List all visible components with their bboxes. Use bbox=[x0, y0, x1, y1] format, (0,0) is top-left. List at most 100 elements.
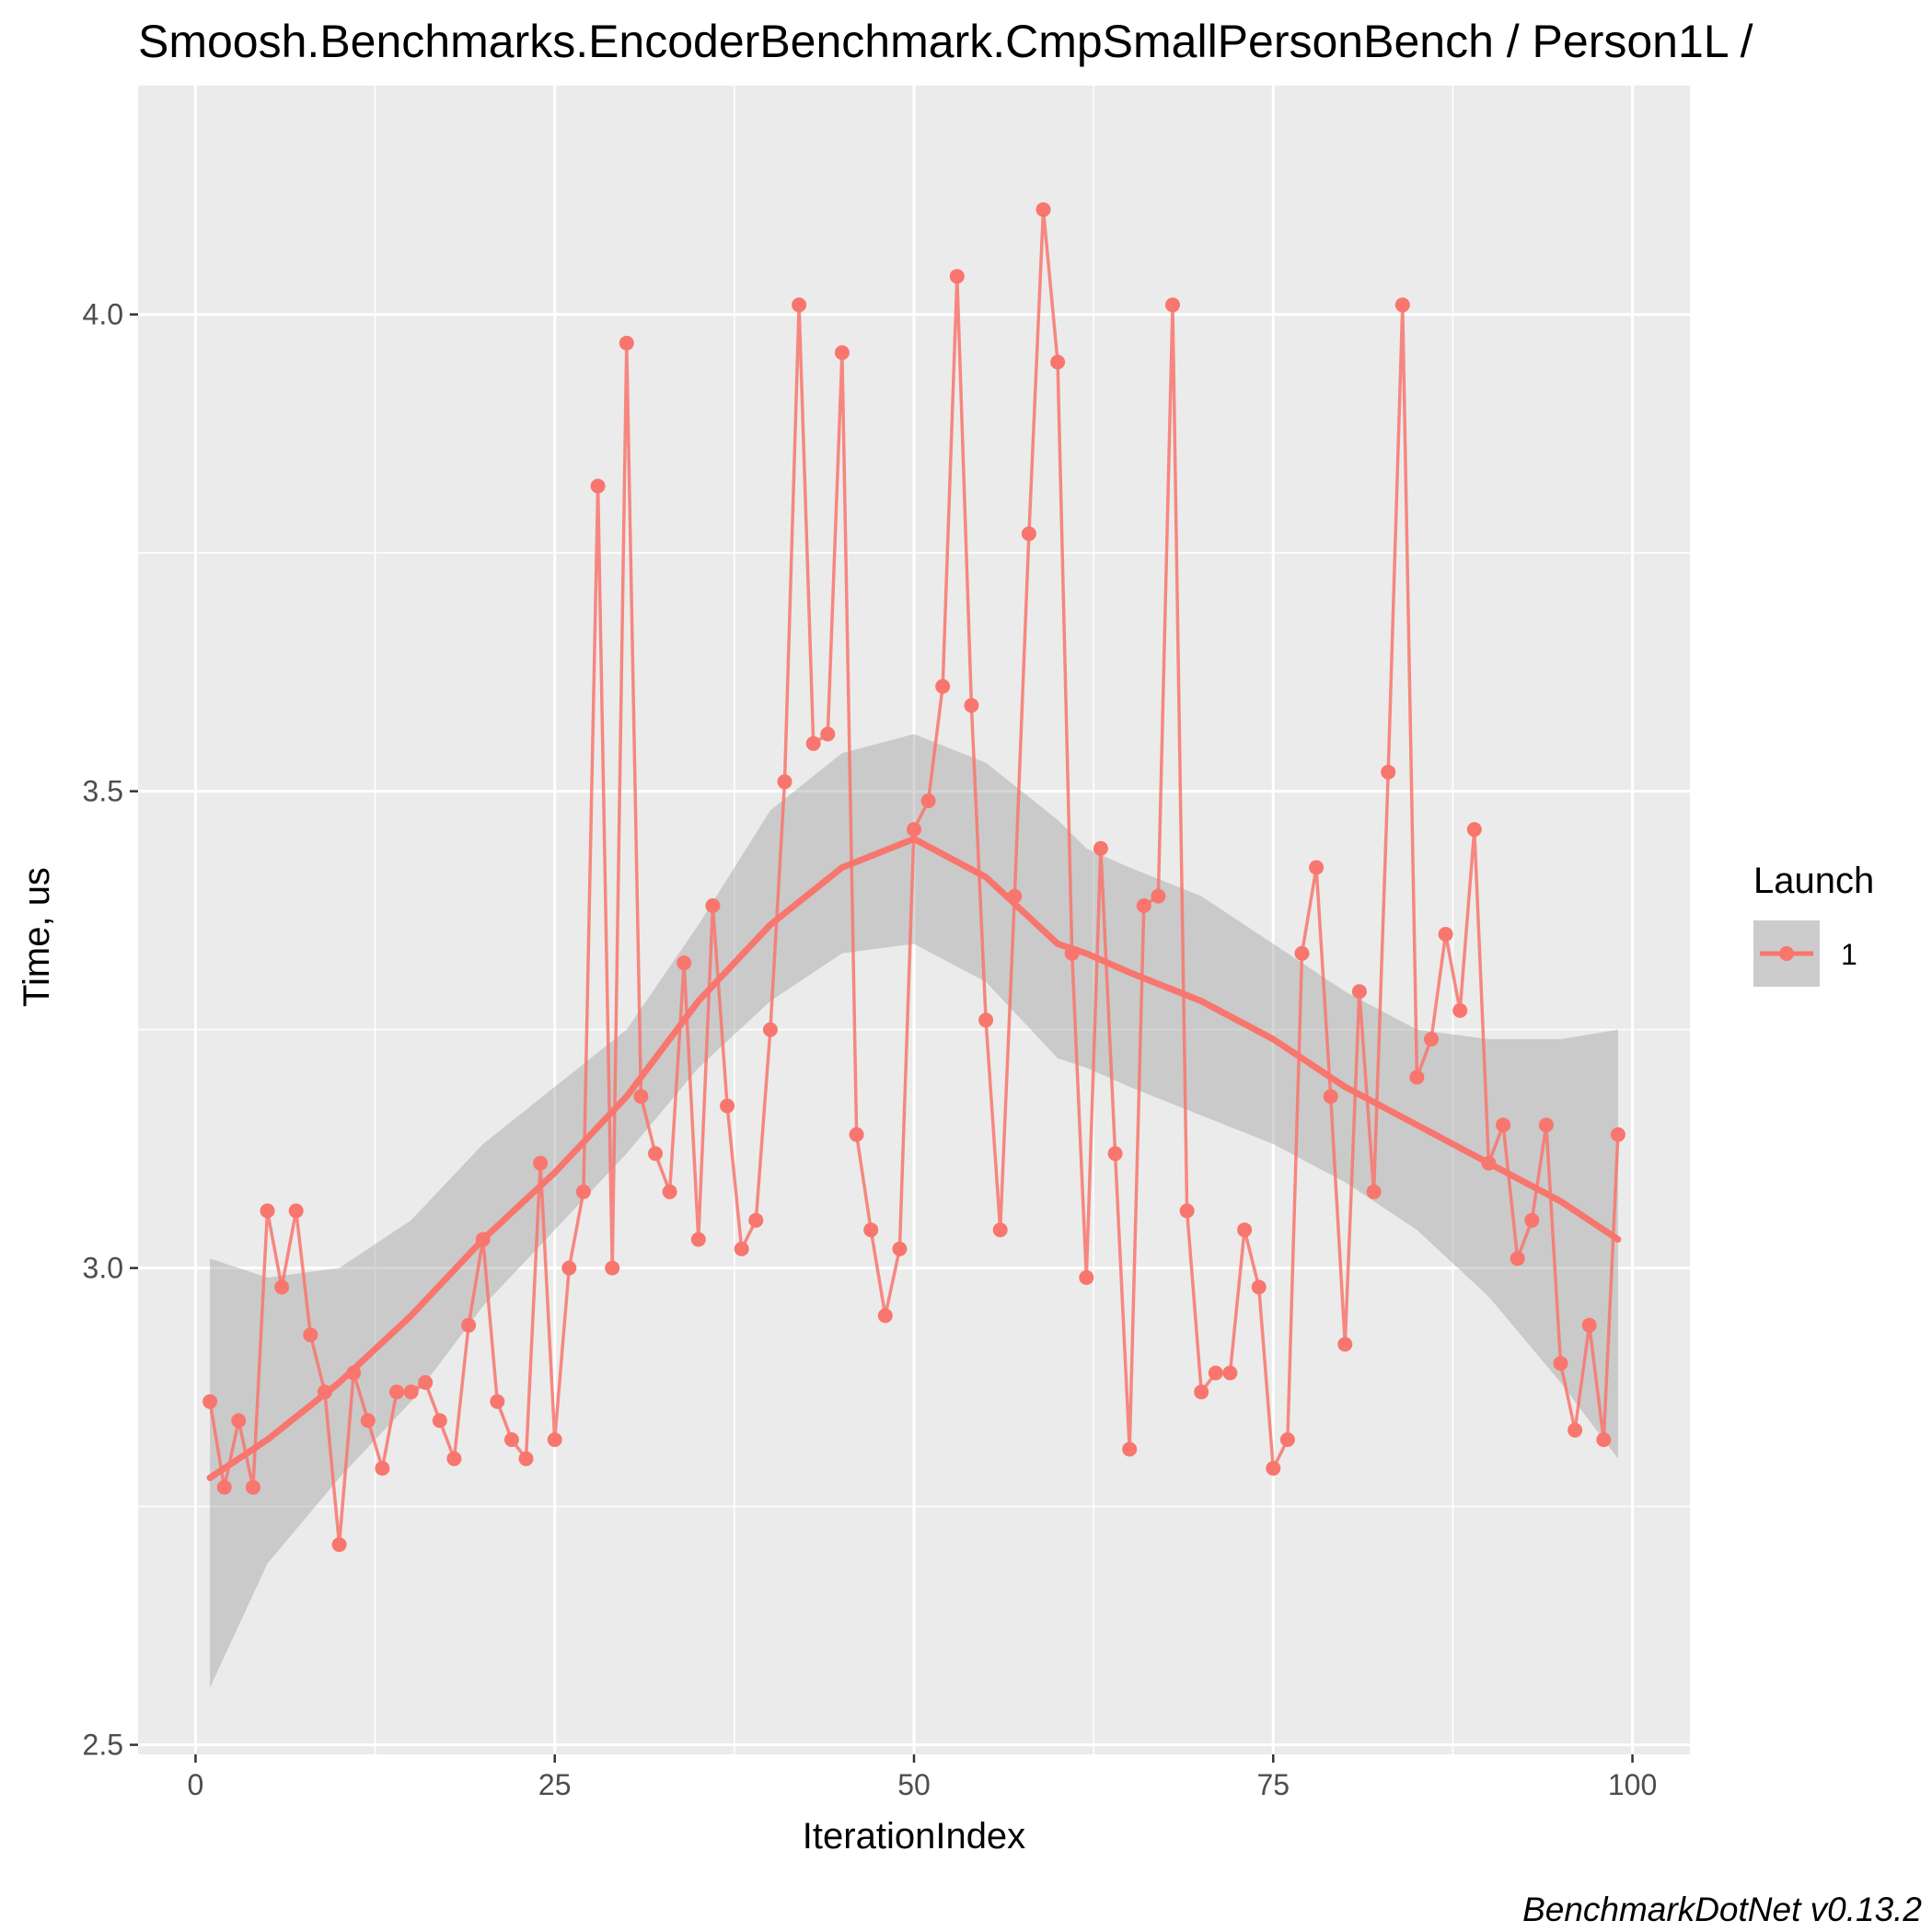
data-point bbox=[1093, 840, 1108, 856]
data-point bbox=[734, 1241, 749, 1256]
series-1-points bbox=[202, 202, 1625, 1553]
data-point bbox=[978, 1012, 994, 1028]
data-point bbox=[1381, 764, 1396, 780]
data-point bbox=[920, 793, 936, 808]
data-point bbox=[992, 1222, 1008, 1238]
grid-major bbox=[138, 86, 1690, 1754]
data-point bbox=[805, 735, 821, 751]
data-point bbox=[705, 898, 721, 913]
data-point bbox=[1337, 1336, 1353, 1352]
data-point bbox=[1309, 860, 1325, 875]
data-point bbox=[1294, 945, 1310, 961]
chart-title: Smoosh.Benchmarks.EncoderBenchmark.CmpSm… bbox=[138, 16, 1753, 67]
data-point bbox=[216, 1479, 232, 1495]
confidence-band bbox=[210, 734, 1618, 1688]
data-point bbox=[1351, 984, 1367, 1000]
data-point bbox=[490, 1394, 505, 1409]
data-point bbox=[877, 1308, 893, 1324]
chart-caption: BenchmarkDotNet v0.13.2 bbox=[1522, 1891, 1922, 1928]
data-point bbox=[949, 269, 965, 284]
legend: Launch 1 bbox=[1753, 861, 1874, 987]
smooth-line-path bbox=[206, 835, 1622, 1482]
data-point bbox=[575, 1184, 591, 1199]
data-point bbox=[935, 678, 951, 694]
data-point bbox=[533, 1155, 549, 1171]
data-point bbox=[260, 1203, 275, 1219]
y-axis: 2.5 3.0 3.5 4.0 bbox=[83, 298, 138, 1762]
data-point bbox=[605, 1260, 620, 1276]
data-point bbox=[1050, 354, 1066, 370]
data-point bbox=[1323, 1089, 1338, 1105]
data-point bbox=[648, 1146, 663, 1162]
data-point bbox=[1208, 1365, 1223, 1381]
data-point bbox=[762, 1022, 778, 1037]
legend-label-1: 1 bbox=[1841, 938, 1857, 971]
confidence-band-area bbox=[210, 734, 1618, 1688]
y-axis-title: Time, us bbox=[17, 867, 57, 1007]
data-point bbox=[446, 1451, 462, 1466]
data-point bbox=[1079, 1270, 1094, 1285]
data-point bbox=[1394, 297, 1410, 313]
data-point bbox=[1136, 898, 1151, 913]
data-point bbox=[288, 1203, 304, 1219]
legend-key-point bbox=[1779, 946, 1794, 961]
data-point bbox=[1524, 1212, 1540, 1228]
data-point bbox=[503, 1432, 519, 1448]
data-point bbox=[1366, 1184, 1382, 1199]
data-point bbox=[1538, 1117, 1554, 1133]
x-tick-label: 75 bbox=[1256, 1768, 1290, 1801]
data-point bbox=[834, 345, 850, 361]
data-point bbox=[202, 1394, 218, 1409]
data-point bbox=[1179, 1203, 1195, 1219]
data-point bbox=[1122, 1441, 1138, 1457]
y-tick-label: 2.5 bbox=[83, 1729, 123, 1762]
data-point bbox=[820, 726, 836, 742]
data-point bbox=[892, 1241, 908, 1256]
y-tick-label: 4.0 bbox=[83, 298, 123, 331]
data-point bbox=[849, 1127, 864, 1142]
data-point bbox=[690, 1232, 706, 1247]
data-point bbox=[461, 1317, 477, 1333]
data-point bbox=[518, 1451, 534, 1466]
data-point bbox=[1409, 1070, 1425, 1085]
data-point bbox=[245, 1479, 260, 1495]
x-axis-title: IterationIndex bbox=[803, 1816, 1025, 1857]
data-point bbox=[1194, 1384, 1209, 1400]
data-point bbox=[748, 1212, 764, 1228]
data-point bbox=[561, 1260, 577, 1276]
data-point bbox=[677, 955, 692, 971]
data-point bbox=[1237, 1222, 1253, 1238]
x-tick-label: 0 bbox=[188, 1768, 204, 1801]
data-point bbox=[1151, 888, 1166, 904]
data-point bbox=[1107, 1146, 1123, 1162]
data-point bbox=[720, 1098, 735, 1114]
data-point bbox=[1035, 202, 1051, 217]
data-point bbox=[1251, 1279, 1267, 1295]
x-axis: 0 25 50 75 100 bbox=[188, 1754, 1657, 1801]
x-tick-label: 25 bbox=[538, 1768, 572, 1801]
data-point bbox=[231, 1413, 247, 1429]
data-point bbox=[303, 1327, 318, 1343]
data-point bbox=[777, 774, 792, 790]
data-point bbox=[1596, 1432, 1612, 1448]
data-point bbox=[432, 1413, 447, 1429]
data-point bbox=[1424, 1032, 1439, 1047]
data-point bbox=[403, 1384, 419, 1400]
data-point bbox=[1496, 1117, 1511, 1133]
data-point bbox=[1581, 1317, 1597, 1333]
data-point bbox=[418, 1375, 434, 1390]
data-point bbox=[1568, 1422, 1583, 1438]
data-point bbox=[633, 1089, 649, 1105]
data-point bbox=[1165, 297, 1180, 313]
data-point bbox=[792, 297, 807, 313]
data-point bbox=[1553, 1356, 1568, 1371]
data-point bbox=[1452, 1002, 1468, 1018]
y-tick-label: 3.0 bbox=[83, 1252, 123, 1285]
data-point bbox=[1222, 1365, 1238, 1381]
data-point bbox=[360, 1413, 376, 1429]
data-point bbox=[619, 335, 634, 351]
smooth-line bbox=[206, 835, 1622, 1482]
data-point bbox=[1266, 1461, 1281, 1476]
x-tick-label: 50 bbox=[897, 1768, 931, 1801]
